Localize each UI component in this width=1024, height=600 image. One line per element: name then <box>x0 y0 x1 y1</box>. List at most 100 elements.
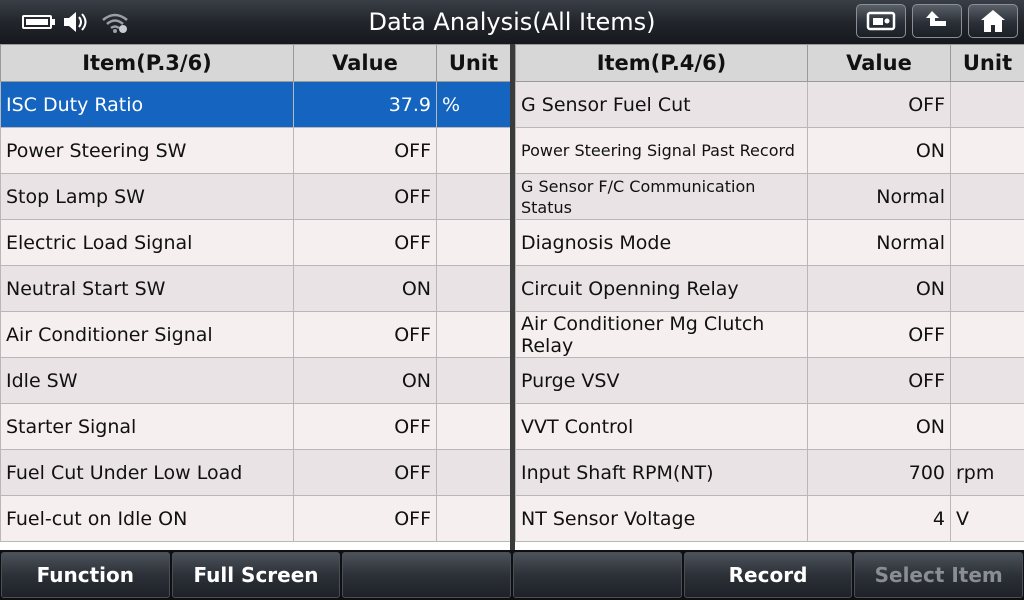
table-row[interactable]: Power Steering SW OFF <box>0 127 511 174</box>
item-unit <box>436 265 511 312</box>
item-value: OFF <box>807 357 951 404</box>
wifi-icon <box>102 13 128 33</box>
item-unit <box>436 219 511 266</box>
column-header-value: Value <box>293 44 437 82</box>
table-row[interactable]: Diagnosis Mode Normal <box>515 219 1024 266</box>
table-row[interactable]: VVT Control ON <box>515 403 1024 450</box>
item-unit <box>950 265 1024 312</box>
item-value: ON <box>807 403 951 450</box>
full-screen-button[interactable]: Full Screen <box>171 552 341 598</box>
back-icon <box>926 11 946 26</box>
item-value: Normal <box>807 173 951 220</box>
battery-icon <box>22 15 55 29</box>
item-value: 700 <box>807 449 951 496</box>
item-value: OFF <box>293 403 437 450</box>
table-row[interactable]: Fuel-cut on Idle ON OFF <box>0 495 511 542</box>
item-name: VVT Control <box>515 403 808 450</box>
item-value: ON <box>293 265 437 312</box>
item-unit <box>950 81 1024 128</box>
item-unit <box>436 173 511 220</box>
item-name: ISC Duty Ratio <box>0 81 294 128</box>
item-unit: rpm <box>950 449 1024 496</box>
page-title: Data Analysis(All Items) <box>368 8 656 36</box>
item-unit <box>950 127 1024 174</box>
item-name: Circuit Openning Relay <box>515 265 808 312</box>
record-button[interactable]: Record <box>683 552 853 598</box>
table-row[interactable]: Neutral Start SW ON <box>0 265 511 312</box>
item-unit: % <box>436 81 511 128</box>
table-row[interactable]: Idle SW ON <box>0 357 511 404</box>
item-value: 4 <box>807 495 951 542</box>
item-value: OFF <box>293 449 437 496</box>
item-name: Fuel-cut on Idle ON <box>0 495 294 542</box>
table-row[interactable]: Fuel Cut Under Low Load OFF <box>0 449 511 496</box>
blank-button-1[interactable] <box>342 552 512 598</box>
item-value: OFF <box>293 219 437 266</box>
speaker-icon <box>64 12 87 32</box>
blank-button-2[interactable] <box>513 552 682 598</box>
item-name: Diagnosis Mode <box>515 219 808 266</box>
table-row[interactable]: Stop Lamp SW OFF <box>0 173 511 220</box>
item-name: NT Sensor Voltage <box>515 495 808 542</box>
item-name: Starter Signal <box>0 403 294 450</box>
column-header-item: Item(P.3/6) <box>0 44 294 82</box>
item-unit <box>950 357 1024 404</box>
item-name: Air Conditioner Mg Clutch Relay <box>515 311 808 358</box>
item-unit <box>436 357 511 404</box>
item-name: Fuel Cut Under Low Load <box>0 449 294 496</box>
item-value: 37.9 <box>293 81 437 128</box>
item-unit <box>436 311 511 358</box>
table-row[interactable]: NT Sensor Voltage 4 V <box>515 495 1024 542</box>
item-value: Normal <box>807 219 951 266</box>
item-unit <box>436 449 511 496</box>
table-row[interactable]: Electric Load Signal OFF <box>0 219 511 266</box>
title-bar: Data Analysis(All Items) <box>0 0 1024 45</box>
item-value: ON <box>293 357 437 404</box>
function-button[interactable]: Function <box>1 552 170 598</box>
item-value: OFF <box>293 311 437 358</box>
table-row[interactable]: Power Steering Signal Past Record ON <box>515 127 1024 174</box>
item-value: OFF <box>293 127 437 174</box>
status-icons <box>22 8 130 36</box>
item-unit: V <box>950 495 1024 542</box>
column-header-unit: Unit <box>436 44 511 82</box>
table-row[interactable]: G Sensor Fuel Cut OFF <box>515 81 1024 128</box>
column-header-unit: Unit <box>950 44 1024 82</box>
item-unit <box>436 127 511 174</box>
table-row[interactable]: Starter Signal OFF <box>0 403 511 450</box>
back-button[interactable] <box>912 4 962 38</box>
item-unit <box>950 403 1024 450</box>
table-divider <box>510 44 515 550</box>
screenshot-button[interactable] <box>856 4 906 38</box>
left-data-table: Item(P.3/6) Value Unit ISC Duty Ratio 37… <box>0 44 511 550</box>
table-row[interactable]: Input Shaft RPM(NT) 700 rpm <box>515 449 1024 496</box>
item-value: OFF <box>293 173 437 220</box>
item-unit <box>950 311 1024 358</box>
table-row[interactable]: ISC Duty Ratio 37.9 % <box>0 81 511 128</box>
item-value: ON <box>807 265 951 312</box>
table-row[interactable]: Air Conditioner Mg Clutch Relay OFF <box>515 311 1024 358</box>
table-row[interactable]: G Sensor F/C Communication Status Normal <box>515 173 1024 220</box>
table-row[interactable]: Air Conditioner Signal OFF <box>0 311 511 358</box>
item-name: Neutral Start SW <box>0 265 294 312</box>
column-header-item: Item(P.4/6) <box>515 44 808 82</box>
select-item-button[interactable]: Select Item <box>854 552 1024 598</box>
table-row[interactable]: Purge VSV OFF <box>515 357 1024 404</box>
item-unit <box>436 403 511 450</box>
item-name: Purge VSV <box>515 357 808 404</box>
home-button[interactable] <box>968 4 1018 38</box>
home-icon <box>981 10 1005 32</box>
item-name: Idle SW <box>0 357 294 404</box>
item-name: Electric Load Signal <box>0 219 294 266</box>
right-data-table: Item(P.4/6) Value Unit G Sensor Fuel Cut… <box>515 44 1024 550</box>
item-name: Power Steering SW <box>0 127 294 174</box>
item-unit <box>950 173 1024 220</box>
table-row[interactable]: Circuit Openning Relay ON <box>515 265 1024 312</box>
item-value: OFF <box>293 495 437 542</box>
item-name: Input Shaft RPM(NT) <box>515 449 808 496</box>
item-name: Stop Lamp SW <box>0 173 294 220</box>
item-unit <box>436 495 511 542</box>
item-name: G Sensor F/C Communication Status <box>515 173 808 220</box>
column-header-value: Value <box>807 44 951 82</box>
item-name: Power Steering Signal Past Record <box>515 127 808 174</box>
